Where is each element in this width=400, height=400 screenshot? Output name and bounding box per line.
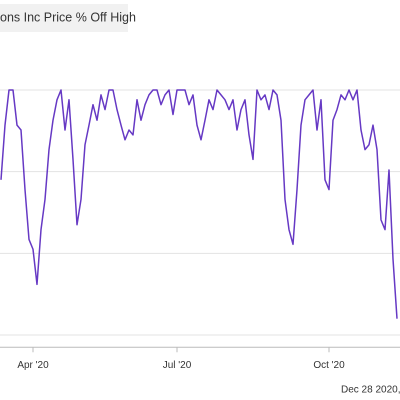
legend-box [0, 4, 128, 32]
x-tick-label: Jul '20 [163, 360, 192, 371]
x-tick-label: Apr '20 [17, 360, 49, 371]
data-line [0, 89, 398, 319]
legend-label: ons Inc Price % Off High [0, 10, 136, 24]
timestamp: Dec 28 2020, 2:03 [341, 385, 400, 396]
x-tick-label: Oct '20 [313, 360, 345, 371]
